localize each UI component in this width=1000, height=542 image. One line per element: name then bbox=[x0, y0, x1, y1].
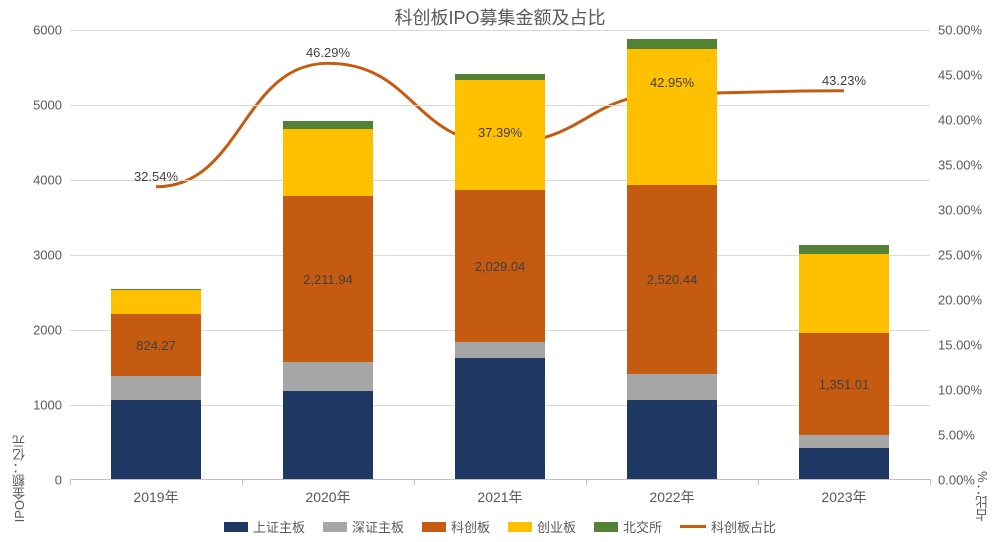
bar-segment bbox=[627, 374, 717, 400]
legend-label: 深证主板 bbox=[352, 517, 404, 536]
x-tick bbox=[414, 479, 415, 485]
legend-line-swatch bbox=[680, 525, 706, 528]
y-right-tick-label: 25.00% bbox=[938, 248, 982, 263]
x-tick-label: 2020年 bbox=[305, 487, 350, 507]
y-right-tick-label: 0.00% bbox=[938, 473, 975, 488]
x-tick-label: 2022年 bbox=[649, 487, 694, 507]
y-left-axis-title: IPO金额：亿元 bbox=[10, 435, 29, 522]
legend-swatch bbox=[323, 522, 347, 532]
legend-label: 北交所 bbox=[623, 517, 662, 536]
legend-label: 上证主板 bbox=[253, 517, 305, 536]
x-tick bbox=[70, 479, 71, 485]
y-left-tick-label: 4000 bbox=[33, 173, 62, 188]
legend-swatch bbox=[224, 522, 248, 532]
line-value-label: 46.29% bbox=[306, 45, 350, 60]
legend-item: 科创板 bbox=[422, 517, 490, 536]
bar-segment bbox=[799, 435, 889, 448]
y-right-tick-label: 20.00% bbox=[938, 293, 982, 308]
bar-value-label: 2,029.04 bbox=[455, 259, 545, 274]
bar-segment bbox=[111, 400, 201, 479]
bar-segment bbox=[111, 290, 201, 313]
bar-value-label: 2,520.44 bbox=[627, 272, 717, 287]
y-right-axis-title: 占比：% bbox=[973, 471, 992, 522]
bar-segment bbox=[799, 254, 889, 334]
y-left-tick-label: 3000 bbox=[33, 248, 62, 263]
y-right-tick-label: 45.00% bbox=[938, 68, 982, 83]
y-right-tick-label: 15.00% bbox=[938, 338, 982, 353]
x-tick-label: 2021年 bbox=[477, 487, 522, 507]
bar-value-label: 1,351.01 bbox=[799, 377, 889, 392]
x-tick bbox=[758, 479, 759, 485]
line-value-label: 37.39% bbox=[478, 125, 522, 140]
x-tick-label: 2023年 bbox=[821, 487, 866, 507]
y-left-tick-label: 1000 bbox=[33, 398, 62, 413]
x-tick bbox=[930, 479, 931, 485]
legend-label: 科创板 bbox=[451, 517, 490, 536]
bar-value-label: 824.27 bbox=[111, 338, 201, 353]
bar-group: 2,211.94 bbox=[283, 29, 373, 479]
chart-title: 科创板IPO募集金额及占比 bbox=[0, 4, 1000, 30]
bar-segment bbox=[455, 358, 545, 480]
legend-swatch bbox=[422, 522, 446, 532]
y-right-tick-label: 50.00% bbox=[938, 23, 982, 38]
bar-segment bbox=[111, 376, 201, 401]
x-tick bbox=[586, 479, 587, 485]
y-right-tick-label: 35.00% bbox=[938, 158, 982, 173]
y-right-tick-label: 5.00% bbox=[938, 428, 975, 443]
bar-segment bbox=[799, 245, 889, 254]
y-left-tick-label: 2000 bbox=[33, 323, 62, 338]
y-left-tick-label: 5000 bbox=[33, 98, 62, 113]
bar-group: 2,029.04 bbox=[455, 29, 545, 479]
bar-segment bbox=[627, 400, 717, 480]
bar-segment bbox=[283, 129, 373, 197]
plot-area: 01000200030004000500060000.00%5.00%10.00… bbox=[70, 30, 930, 480]
legend-swatch bbox=[508, 522, 532, 532]
line-value-label: 42.95% bbox=[650, 75, 694, 90]
bar-group: 2,520.44 bbox=[627, 29, 717, 479]
bar-group: 1,351.01 bbox=[799, 29, 889, 479]
bar-group: 824.27 bbox=[111, 29, 201, 479]
legend-item: 深证主板 bbox=[323, 517, 404, 536]
y-right-tick-label: 10.00% bbox=[938, 383, 982, 398]
bar-segment bbox=[283, 121, 373, 129]
legend-item: 创业板 bbox=[508, 517, 576, 536]
bar-segment bbox=[283, 391, 373, 480]
legend-item: 北交所 bbox=[594, 517, 662, 536]
legend: 上证主板 深证主板 科创板 创业板 北交所 科创板占比 bbox=[0, 517, 1000, 536]
line-value-label: 43.23% bbox=[822, 73, 866, 88]
y-left-tick-label: 0 bbox=[55, 473, 62, 488]
legend-label: 科创板占比 bbox=[711, 517, 776, 536]
x-tick bbox=[242, 479, 243, 485]
legend-label: 创业板 bbox=[537, 517, 576, 536]
bar-segment bbox=[799, 448, 889, 480]
chart-container: 科创板IPO募集金额及占比 01000200030004000500060000… bbox=[0, 0, 1000, 542]
y-right-tick-label: 40.00% bbox=[938, 113, 982, 128]
line-value-label: 32.54% bbox=[134, 169, 178, 184]
x-tick-label: 2019年 bbox=[133, 487, 178, 507]
bar-segment bbox=[111, 289, 201, 291]
bar-segment bbox=[455, 74, 545, 80]
bar-segment bbox=[455, 342, 545, 358]
bar-segment bbox=[627, 49, 717, 185]
legend-swatch bbox=[594, 522, 618, 532]
legend-item: 科创板占比 bbox=[680, 517, 776, 536]
bar-value-label: 2,211.94 bbox=[283, 272, 373, 287]
legend-item: 上证主板 bbox=[224, 517, 305, 536]
bar-segment bbox=[627, 39, 717, 50]
y-left-tick-label: 6000 bbox=[33, 23, 62, 38]
y-right-tick-label: 30.00% bbox=[938, 203, 982, 218]
bar-segment bbox=[283, 362, 373, 391]
